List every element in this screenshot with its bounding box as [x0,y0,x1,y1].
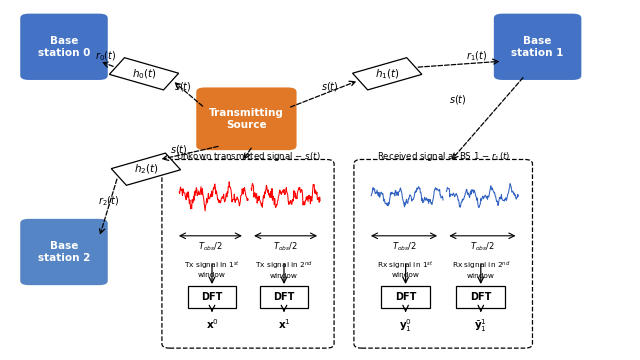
Text: $\mathbf{x}^1$: $\mathbf{x}^1$ [278,317,291,330]
Text: Received signal at BS 1 $-$ $r_1(t)$: Received signal at BS 1 $-$ $r_1(t)$ [376,150,510,163]
Text: Base
station 0: Base station 0 [38,36,90,58]
Text: DFT: DFT [202,292,223,302]
Text: $\mathbf{y}_1^0$: $\mathbf{y}_1^0$ [399,317,412,334]
Text: $h_2(t)$: $h_2(t)$ [134,162,158,176]
FancyBboxPatch shape [493,13,582,81]
Text: $s(t)$: $s(t)$ [321,80,339,93]
Text: DFT: DFT [273,292,294,302]
Text: $T_{obs}/2$: $T_{obs}/2$ [198,240,223,253]
Text: $\bar{\mathbf{y}}_1^1$: $\bar{\mathbf{y}}_1^1$ [474,317,487,334]
Text: DFT: DFT [395,292,416,302]
FancyBboxPatch shape [456,286,505,308]
Polygon shape [111,153,180,185]
Text: Tx signal in 2$^{nd}$
window: Tx signal in 2$^{nd}$ window [255,259,313,279]
Text: Tx signal in 1$^{st}$
window: Tx signal in 1$^{st}$ window [184,259,240,278]
Text: $T_{obs}/2$: $T_{obs}/2$ [392,240,417,253]
Text: $T_{obs}/2$: $T_{obs}/2$ [470,240,495,253]
Text: $r_1(t)$: $r_1(t)$ [466,49,488,63]
Text: $s(t)$: $s(t)$ [449,93,467,105]
Text: $h_1(t)$: $h_1(t)$ [375,67,399,81]
FancyBboxPatch shape [381,286,430,308]
Text: $r_2(t)$: $r_2(t)$ [98,195,120,208]
FancyBboxPatch shape [188,286,236,308]
Text: Rx signal in 1$^{st}$
window: Rx signal in 1$^{st}$ window [377,259,434,278]
Text: Transmitting
Source: Transmitting Source [209,108,284,130]
FancyBboxPatch shape [162,159,334,348]
Text: $s(t)$: $s(t)$ [170,143,188,156]
Text: Base
station 1: Base station 1 [511,36,564,58]
FancyBboxPatch shape [195,86,298,151]
Text: $T_{obs}/2$: $T_{obs}/2$ [273,240,298,253]
FancyBboxPatch shape [19,13,109,81]
Text: Unkown transmitted signal $-$ $s(t)$: Unkown transmitted signal $-$ $s(t)$ [176,150,320,163]
FancyBboxPatch shape [354,159,532,348]
Text: DFT: DFT [470,292,492,302]
Text: Base
station 2: Base station 2 [38,241,90,263]
Text: $h_0(t)$: $h_0(t)$ [132,67,156,81]
FancyBboxPatch shape [260,286,308,308]
Text: $s(t)$: $s(t)$ [173,80,191,93]
Polygon shape [353,58,422,90]
Text: Rx signal in 2$^{nd}$
window: Rx signal in 2$^{nd}$ window [452,259,510,279]
FancyBboxPatch shape [19,218,109,286]
Polygon shape [109,58,179,90]
Text: $r_0(t)$: $r_0(t)$ [95,49,116,63]
Text: $\mathbf{x}^0$: $\mathbf{x}^0$ [205,317,218,330]
